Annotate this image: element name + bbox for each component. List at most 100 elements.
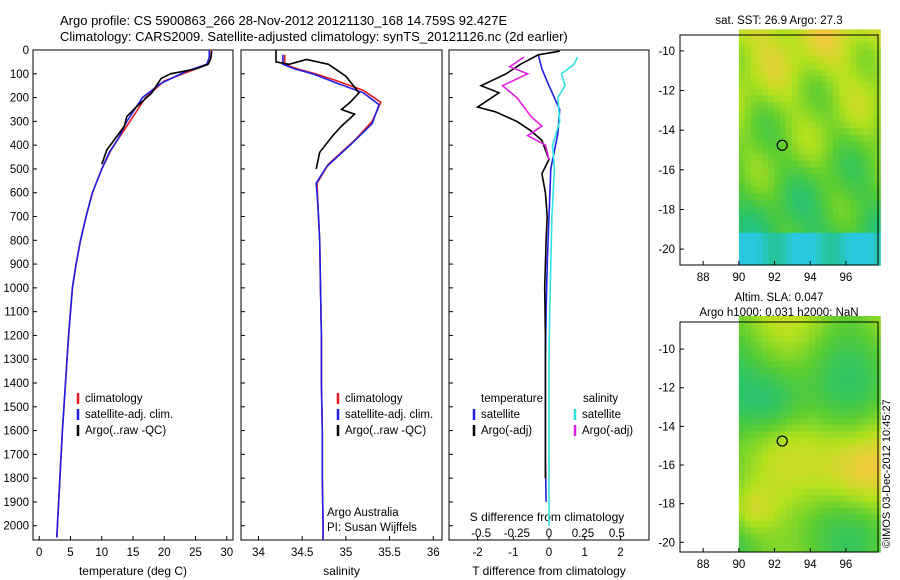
heatmap-cell [868,418,875,426]
heatmap-cell [827,101,834,109]
series-line [548,56,579,526]
heatmap-cell [862,526,869,534]
heatmap-cell [738,258,746,266]
heatmap-cell [868,347,875,355]
heatmap-cell [791,437,799,445]
heatmap-cell [833,430,840,438]
heatmap-cell [856,219,864,227]
heatmap-cell [738,335,746,343]
heatmap-cell [809,398,816,406]
heatmap-cell [762,134,769,142]
heatmap-cell [786,456,793,464]
heatmap-cell [791,386,799,394]
heatmap-cell [856,140,864,148]
heatmap-cell [791,121,799,129]
heatmap-cell [780,225,787,233]
heatmap-cell [791,469,799,477]
heatmap-cell [738,206,746,214]
heatmap-cell [750,405,758,413]
heatmap-cell [738,456,746,464]
heatmap-cell [791,114,799,122]
heatmap-cell [815,507,822,515]
heatmap-cell [833,147,840,155]
heatmap-cell [744,513,752,521]
heatmap-cell [809,225,816,233]
heatmap-cell [838,501,846,508]
y-tick-label: 1500 [3,402,29,414]
heatmap-cell [750,532,758,540]
heatmap-cell [786,251,793,259]
heatmap-cell [815,488,822,496]
heatmap-cell [756,55,763,63]
heatmap-cell [756,469,763,477]
heatmap-cell [833,68,840,76]
heatmap-cell [827,367,834,374]
heatmap-cell [850,430,858,438]
heatmap-cell [780,88,787,96]
heatmap-cell [738,173,746,181]
heatmap-cell [738,347,746,355]
heatmap-cell [750,379,758,387]
heatmap-cell [744,153,752,161]
heatmap-cell [774,219,781,227]
heatmap-cell [756,532,763,540]
x-tick-label: 96 [839,272,852,284]
heatmap-cell [768,501,775,508]
heatmap-cell [803,225,811,233]
heatmap-cell [844,75,852,83]
heatmap-cell [756,127,763,135]
heatmap-cell [838,225,846,233]
heatmap-cell [850,328,858,336]
heatmap-cell [809,488,816,496]
heatmap-cell [850,193,858,201]
heatmap-cell [744,166,752,174]
heatmap-cell [850,62,858,70]
x-tick-label: 96 [839,559,852,571]
heatmap-cell [833,418,840,426]
heatmap-cell [774,62,781,70]
heatmap-cell [738,430,746,438]
heatmap-cell [762,62,769,70]
heatmap-cell [809,173,816,181]
heatmap-cell [838,347,846,355]
heatmap-cell [750,437,758,445]
heatmap-cell [803,238,811,246]
heatmap-cell [815,526,822,534]
x-axis-label: T difference from climatology [472,564,626,578]
heatmap-cell [803,29,811,37]
heatmap-cell [797,127,805,135]
heatmap-cell [868,513,875,521]
heatmap-cell [815,405,822,413]
heatmap-cell [868,193,875,201]
heatmap-cell [844,68,852,76]
heatmap-cell [774,513,781,521]
heatmap-cell [762,42,769,50]
heatmap-cell [821,62,828,70]
heatmap-cell [868,392,875,400]
heatmap-cell [744,398,752,406]
heatmap-cell [827,160,834,168]
heatmap-cell [844,545,852,553]
heatmap-cell [850,501,858,508]
heatmap-cell [744,179,752,187]
heatmap-cell [762,88,769,96]
plot-frame [32,49,234,541]
heatmap-cell [850,251,858,259]
heatmap-cell [744,405,752,413]
heatmap-cell [868,430,875,438]
heatmap-cell [750,75,758,83]
heatmap-cell [738,179,746,187]
heatmap-cell [786,398,793,406]
heatmap-cell [744,251,752,259]
heatmap-cell [750,55,758,63]
heatmap-cell [850,513,858,521]
heatmap-cell [833,347,840,355]
heatmap-cell [738,481,746,489]
heatmap-cell [838,379,846,387]
heatmap-cell [827,418,834,426]
heatmap-cell [809,520,816,528]
heatmap-cell [762,405,769,413]
heatmap-cell [856,386,864,394]
heatmap-cell [844,108,852,116]
heatmap-cell [780,219,787,227]
